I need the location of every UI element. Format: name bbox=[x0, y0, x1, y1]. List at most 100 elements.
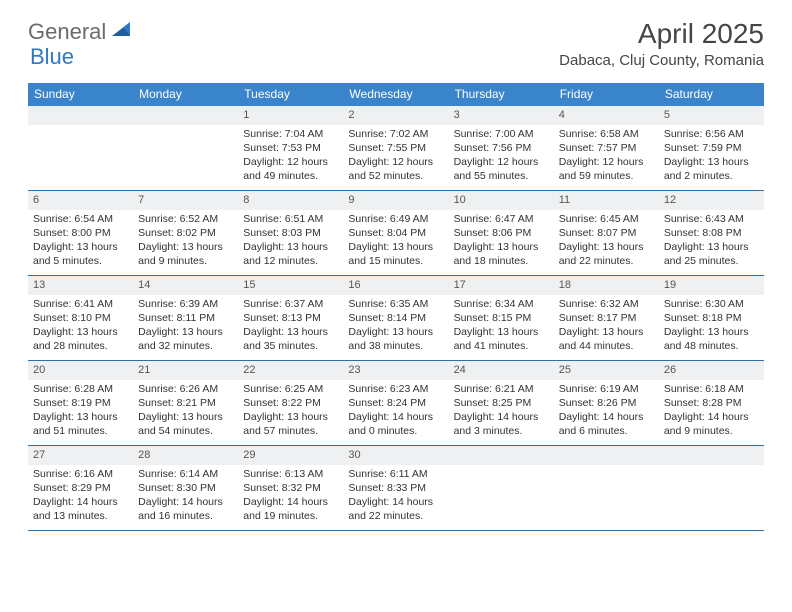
day-sunrise: Sunrise: 6:58 AM bbox=[559, 127, 654, 141]
day-day2: and 32 minutes. bbox=[138, 339, 233, 353]
day-cell: 15Sunrise: 6:37 AMSunset: 8:13 PMDayligh… bbox=[238, 276, 343, 360]
day-body: Sunrise: 6:14 AMSunset: 8:30 PMDaylight:… bbox=[133, 467, 238, 528]
day-sunrise: Sunrise: 6:28 AM bbox=[33, 382, 128, 396]
day-day1: Daylight: 13 hours bbox=[33, 410, 128, 424]
day-sunset: Sunset: 8:24 PM bbox=[348, 396, 443, 410]
day-cell: 28Sunrise: 6:14 AMSunset: 8:30 PMDayligh… bbox=[133, 446, 238, 530]
day-body: Sunrise: 6:21 AMSunset: 8:25 PMDaylight:… bbox=[449, 382, 554, 443]
day-number: 13 bbox=[28, 276, 133, 295]
day-of-week-header: SundayMondayTuesdayWednesdayThursdayFrid… bbox=[28, 83, 764, 106]
day-body: Sunrise: 7:02 AMSunset: 7:55 PMDaylight:… bbox=[343, 127, 448, 188]
day-day2: and 22 minutes. bbox=[559, 254, 654, 268]
day-number: 16 bbox=[343, 276, 448, 295]
day-number bbox=[133, 106, 238, 125]
logo-text-general: General bbox=[28, 19, 106, 45]
day-body: Sunrise: 6:19 AMSunset: 8:26 PMDaylight:… bbox=[554, 382, 659, 443]
day-number: 1 bbox=[238, 106, 343, 125]
day-body: Sunrise: 6:41 AMSunset: 8:10 PMDaylight:… bbox=[28, 297, 133, 358]
day-body: Sunrise: 6:54 AMSunset: 8:00 PMDaylight:… bbox=[28, 212, 133, 273]
day-sunset: Sunset: 8:11 PM bbox=[138, 311, 233, 325]
dow-tuesday: Tuesday bbox=[238, 83, 343, 106]
day-sunrise: Sunrise: 6:30 AM bbox=[664, 297, 759, 311]
day-day1: Daylight: 13 hours bbox=[664, 240, 759, 254]
day-day1: Daylight: 13 hours bbox=[559, 240, 654, 254]
day-sunset: Sunset: 8:28 PM bbox=[664, 396, 759, 410]
day-sunset: Sunset: 8:00 PM bbox=[33, 226, 128, 240]
day-day2: and 57 minutes. bbox=[243, 424, 338, 438]
day-sunset: Sunset: 7:59 PM bbox=[664, 141, 759, 155]
day-sunset: Sunset: 8:19 PM bbox=[33, 396, 128, 410]
day-cell: 19 Sunrise: 6:30 AMSunset: 8:18 PMDayligh… bbox=[659, 276, 764, 360]
day-body: Sunrise: 6:58 AMSunset: 7:57 PMDaylight:… bbox=[554, 127, 659, 188]
day-body: Sunrise: 6:30 AMSunset: 8:18 PMDaylight:… bbox=[659, 297, 764, 358]
day-day2: and 28 minutes. bbox=[33, 339, 128, 353]
day-body: Sunrise: 6:45 AMSunset: 8:07 PMDaylight:… bbox=[554, 212, 659, 273]
day-sunset: Sunset: 8:02 PM bbox=[138, 226, 233, 240]
day-sunrise: Sunrise: 7:00 AM bbox=[454, 127, 549, 141]
day-sunrise: Sunrise: 6:39 AM bbox=[138, 297, 233, 311]
day-body: Sunrise: 6:28 AMSunset: 8:19 PMDaylight:… bbox=[28, 382, 133, 443]
day-sunrise: Sunrise: 6:32 AM bbox=[559, 297, 654, 311]
day-cell: 3Sunrise: 7:00 AMSunset: 7:56 PMDaylight… bbox=[449, 106, 554, 190]
day-number: 5 bbox=[659, 106, 764, 125]
day-sunset: Sunset: 8:29 PM bbox=[33, 481, 128, 495]
month-title: April 2025 bbox=[559, 18, 764, 50]
day-day2: and 44 minutes. bbox=[559, 339, 654, 353]
day-day1: Daylight: 14 hours bbox=[33, 495, 128, 509]
day-cell: 16Sunrise: 6:35 AMSunset: 8:14 PMDayligh… bbox=[343, 276, 448, 360]
day-body: Sunrise: 6:23 AMSunset: 8:24 PMDaylight:… bbox=[343, 382, 448, 443]
day-day1: Daylight: 14 hours bbox=[559, 410, 654, 424]
day-sunrise: Sunrise: 6:47 AM bbox=[454, 212, 549, 226]
day-number: 26 bbox=[659, 361, 764, 380]
day-number: 2 bbox=[343, 106, 448, 125]
day-number: 27 bbox=[28, 446, 133, 465]
day-sunset: Sunset: 8:08 PM bbox=[664, 226, 759, 240]
day-sunrise: Sunrise: 6:19 AM bbox=[559, 382, 654, 396]
day-day2: and 5 minutes. bbox=[33, 254, 128, 268]
day-cell: 26Sunrise: 6:18 AMSunset: 8:28 PMDayligh… bbox=[659, 361, 764, 445]
empty-cell bbox=[659, 446, 764, 530]
day-body: Sunrise: 6:32 AMSunset: 8:17 PMDaylight:… bbox=[554, 297, 659, 358]
day-sunset: Sunset: 8:32 PM bbox=[243, 481, 338, 495]
day-number bbox=[659, 446, 764, 465]
day-day1: Daylight: 13 hours bbox=[559, 325, 654, 339]
day-day1: Daylight: 14 hours bbox=[138, 495, 233, 509]
day-sunset: Sunset: 8:14 PM bbox=[348, 311, 443, 325]
title-block: April 2025 Dabaca, Cluj County, Romania bbox=[559, 18, 764, 69]
day-sunset: Sunset: 8:15 PM bbox=[454, 311, 549, 325]
dow-thursday: Thursday bbox=[449, 83, 554, 106]
day-day1: Daylight: 14 hours bbox=[348, 410, 443, 424]
day-sunset: Sunset: 8:07 PM bbox=[559, 226, 654, 240]
day-sunset: Sunset: 8:03 PM bbox=[243, 226, 338, 240]
day-day1: Daylight: 13 hours bbox=[243, 325, 338, 339]
day-sunrise: Sunrise: 6:56 AM bbox=[664, 127, 759, 141]
day-cell: 21Sunrise: 6:26 AMSunset: 8:21 PMDayligh… bbox=[133, 361, 238, 445]
dow-monday: Monday bbox=[133, 83, 238, 106]
day-day2: and 54 minutes. bbox=[138, 424, 233, 438]
day-day2: and 12 minutes. bbox=[243, 254, 338, 268]
day-day1: Daylight: 13 hours bbox=[664, 155, 759, 169]
day-cell: 23 Sunrise: 6:23 AMSunset: 8:24 PMDayligh… bbox=[343, 361, 448, 445]
day-body: Sunrise: 6:51 AMSunset: 8:03 PMDaylight:… bbox=[238, 212, 343, 273]
day-number: 19 bbox=[659, 276, 764, 295]
day-body: Sunrise: 6:39 AMSunset: 8:11 PMDaylight:… bbox=[133, 297, 238, 358]
day-sunset: Sunset: 7:57 PM bbox=[559, 141, 654, 155]
day-sunrise: Sunrise: 6:35 AM bbox=[348, 297, 443, 311]
logo-triangle-icon bbox=[110, 18, 132, 45]
day-sunset: Sunset: 8:33 PM bbox=[348, 481, 443, 495]
day-day2: and 25 minutes. bbox=[664, 254, 759, 268]
day-sunrise: Sunrise: 6:37 AM bbox=[243, 297, 338, 311]
day-day1: Daylight: 12 hours bbox=[243, 155, 338, 169]
day-sunset: Sunset: 8:17 PM bbox=[559, 311, 654, 325]
day-cell: 20Sunrise: 6:28 AMSunset: 8:19 PMDayligh… bbox=[28, 361, 133, 445]
day-number: 30 bbox=[343, 446, 448, 465]
empty-cell bbox=[28, 106, 133, 190]
logo-text-blue: Blue bbox=[30, 44, 74, 69]
day-day1: Daylight: 13 hours bbox=[243, 410, 338, 424]
day-number: 25 bbox=[554, 361, 659, 380]
empty-cell bbox=[554, 446, 659, 530]
day-body: Sunrise: 6:37 AMSunset: 8:13 PMDaylight:… bbox=[238, 297, 343, 358]
day-number: 23 bbox=[343, 361, 448, 380]
day-cell: 14Sunrise: 6:39 AMSunset: 8:11 PMDayligh… bbox=[133, 276, 238, 360]
day-day2: and 6 minutes. bbox=[559, 424, 654, 438]
